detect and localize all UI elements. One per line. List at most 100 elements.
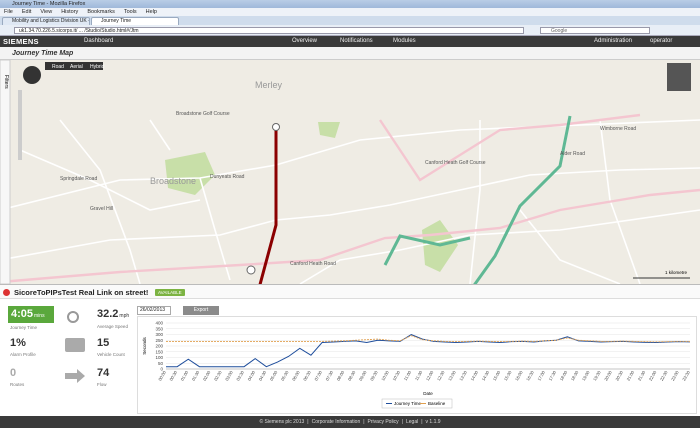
main-roads	[0, 113, 700, 284]
x-tick-label: 13:30	[458, 369, 468, 381]
x-tick-label: 06:00	[291, 369, 301, 381]
link-title: SicoreToPIPsTest Real Link on street!	[14, 288, 148, 297]
map: Merley Broadstone Broadstone Golf Course…	[0, 60, 700, 284]
stat-value: 32.2mph	[97, 308, 129, 320]
menu-item[interactable]: File	[4, 9, 13, 15]
y-tick-label: 50	[158, 361, 164, 366]
x-tick-label: 04:00	[246, 369, 256, 381]
flow-icon	[65, 369, 85, 383]
stat-label: Vehicle Count	[97, 352, 125, 357]
shape	[0, 263, 241, 284]
series-line	[166, 333, 691, 368]
map-label: Canford Heath Golf Course	[425, 160, 486, 166]
menu-bar: File Edit View History Bookmarks Tools Help	[0, 8, 700, 16]
x-tick-label: 16:30	[525, 369, 535, 381]
map-label: Gravel Hill	[90, 206, 113, 212]
y-tick-label: 200	[155, 344, 163, 349]
shape	[65, 369, 85, 383]
nav-item[interactable]: Administration	[594, 38, 633, 44]
x-tick-label: 12:00	[425, 369, 435, 381]
page-title: Journey Time Map	[0, 47, 700, 60]
journey-route	[258, 125, 278, 284]
y-tick-label: 150	[155, 349, 163, 354]
stat-label: Average Speed	[97, 324, 128, 329]
nav-item[interactable]: Overview	[292, 38, 318, 44]
x-tick-label: 22:00	[648, 369, 658, 381]
window-title: Journey Time - Mozilla Firefox	[0, 0, 700, 8]
map-label: Dunyeats Road	[210, 174, 245, 180]
x-tick-label: 11:00	[403, 369, 413, 381]
x-tick-label: 23:00	[670, 369, 680, 381]
x-tick-label: 01:30	[191, 369, 201, 381]
y-tick-label: 300	[155, 332, 163, 337]
x-tick-label: 13:00	[447, 369, 457, 381]
brand: SIEMENS	[3, 37, 39, 46]
menu-item[interactable]: History	[61, 9, 79, 15]
stat-value: 15	[97, 337, 110, 349]
search-field[interactable]: Google	[540, 27, 650, 34]
x-tick-label: 20:00	[603, 369, 613, 381]
x-tick-label: 01:00	[180, 369, 190, 381]
stat-unit: mph	[119, 313, 130, 319]
map-type[interactable]: Aerial	[70, 64, 83, 70]
shape	[199, 177, 231, 281]
stat-value: 4:05mins	[11, 308, 45, 320]
menu-item[interactable]: Bookmarks	[87, 9, 115, 15]
menu-item[interactable]: Help	[145, 9, 157, 15]
x-tick-label: 03:00	[224, 369, 234, 381]
map-type[interactable]: Road	[52, 64, 64, 70]
menu-item[interactable]: View	[40, 9, 53, 15]
date-input[interactable]: 26/02/2013	[137, 306, 171, 315]
route	[383, 234, 471, 266]
x-tick-label: 14:00	[469, 369, 479, 381]
url-field[interactable]: uk1.34.70.226.5.sicorps.it/ ... /Studio/…	[14, 27, 524, 34]
stat-label: Routes	[10, 382, 25, 387]
nav-item[interactable]: Dashboard	[84, 38, 114, 44]
footer-link[interactable]: Legal	[405, 419, 419, 425]
map-label: Merley	[255, 80, 283, 90]
shape	[599, 119, 641, 284]
export-button[interactable]: Export	[183, 306, 219, 315]
footer-link[interactable]: Privacy Policy	[367, 419, 399, 425]
map-type-bar	[45, 62, 103, 70]
footer-item: v 1.1.9	[425, 419, 441, 425]
vehicle-icon	[65, 338, 85, 352]
shape	[19, 149, 201, 211]
shape	[149, 119, 171, 151]
y-tick-label: 350	[155, 326, 163, 331]
x-tick-label: 00:30	[168, 369, 178, 381]
map-label: Broadstone	[150, 176, 196, 186]
x-tick-label: 23:30	[681, 369, 691, 381]
zoom-slider[interactable]	[18, 90, 22, 160]
y-tick-label: 400	[155, 321, 163, 326]
tab-bar: Mobility and Logistics Division UK - Sie…	[0, 16, 700, 25]
nav-item[interactable]: Modules	[393, 38, 416, 44]
x-tick-label: 22:30	[659, 369, 669, 381]
menu-item[interactable]: Tools	[123, 9, 137, 15]
filters-tab[interactable]	[0, 60, 11, 284]
tab[interactable]: Mobility and Logistics Division UK - Sie…	[2, 17, 90, 25]
shape	[59, 119, 141, 284]
shape	[0, 219, 277, 261]
link-desc: Real Link on street!	[78, 288, 149, 297]
footer-item: © Siemens plc 2013	[259, 419, 305, 425]
x-tick-label: 18:00	[559, 369, 569, 381]
shape	[519, 209, 621, 284]
tab[interactable]: Journey Time	[91, 17, 179, 25]
legend-box	[381, 398, 453, 409]
link-name: SicoreToPIPsTest	[14, 288, 77, 297]
pan-control[interactable]	[23, 66, 41, 84]
stat-highlight	[8, 306, 54, 323]
map-type[interactable]: Hybrid	[90, 64, 105, 70]
x-tick-label: 02:00	[202, 369, 212, 381]
footer: © Siemens plc 2013 | Corporate Information…	[0, 416, 700, 428]
user-menu[interactable]: operator	[650, 38, 673, 44]
x-tick-label: 14:30	[481, 369, 491, 381]
nav-item[interactable]: Notifications	[340, 38, 373, 44]
overview-map[interactable]	[667, 63, 691, 91]
stat-number: 32.2	[97, 308, 119, 320]
map-label: Springdale Road	[60, 176, 97, 182]
menu-item[interactable]: Edit	[21, 9, 32, 15]
footer-link[interactable]: Corporate Information	[311, 419, 361, 425]
